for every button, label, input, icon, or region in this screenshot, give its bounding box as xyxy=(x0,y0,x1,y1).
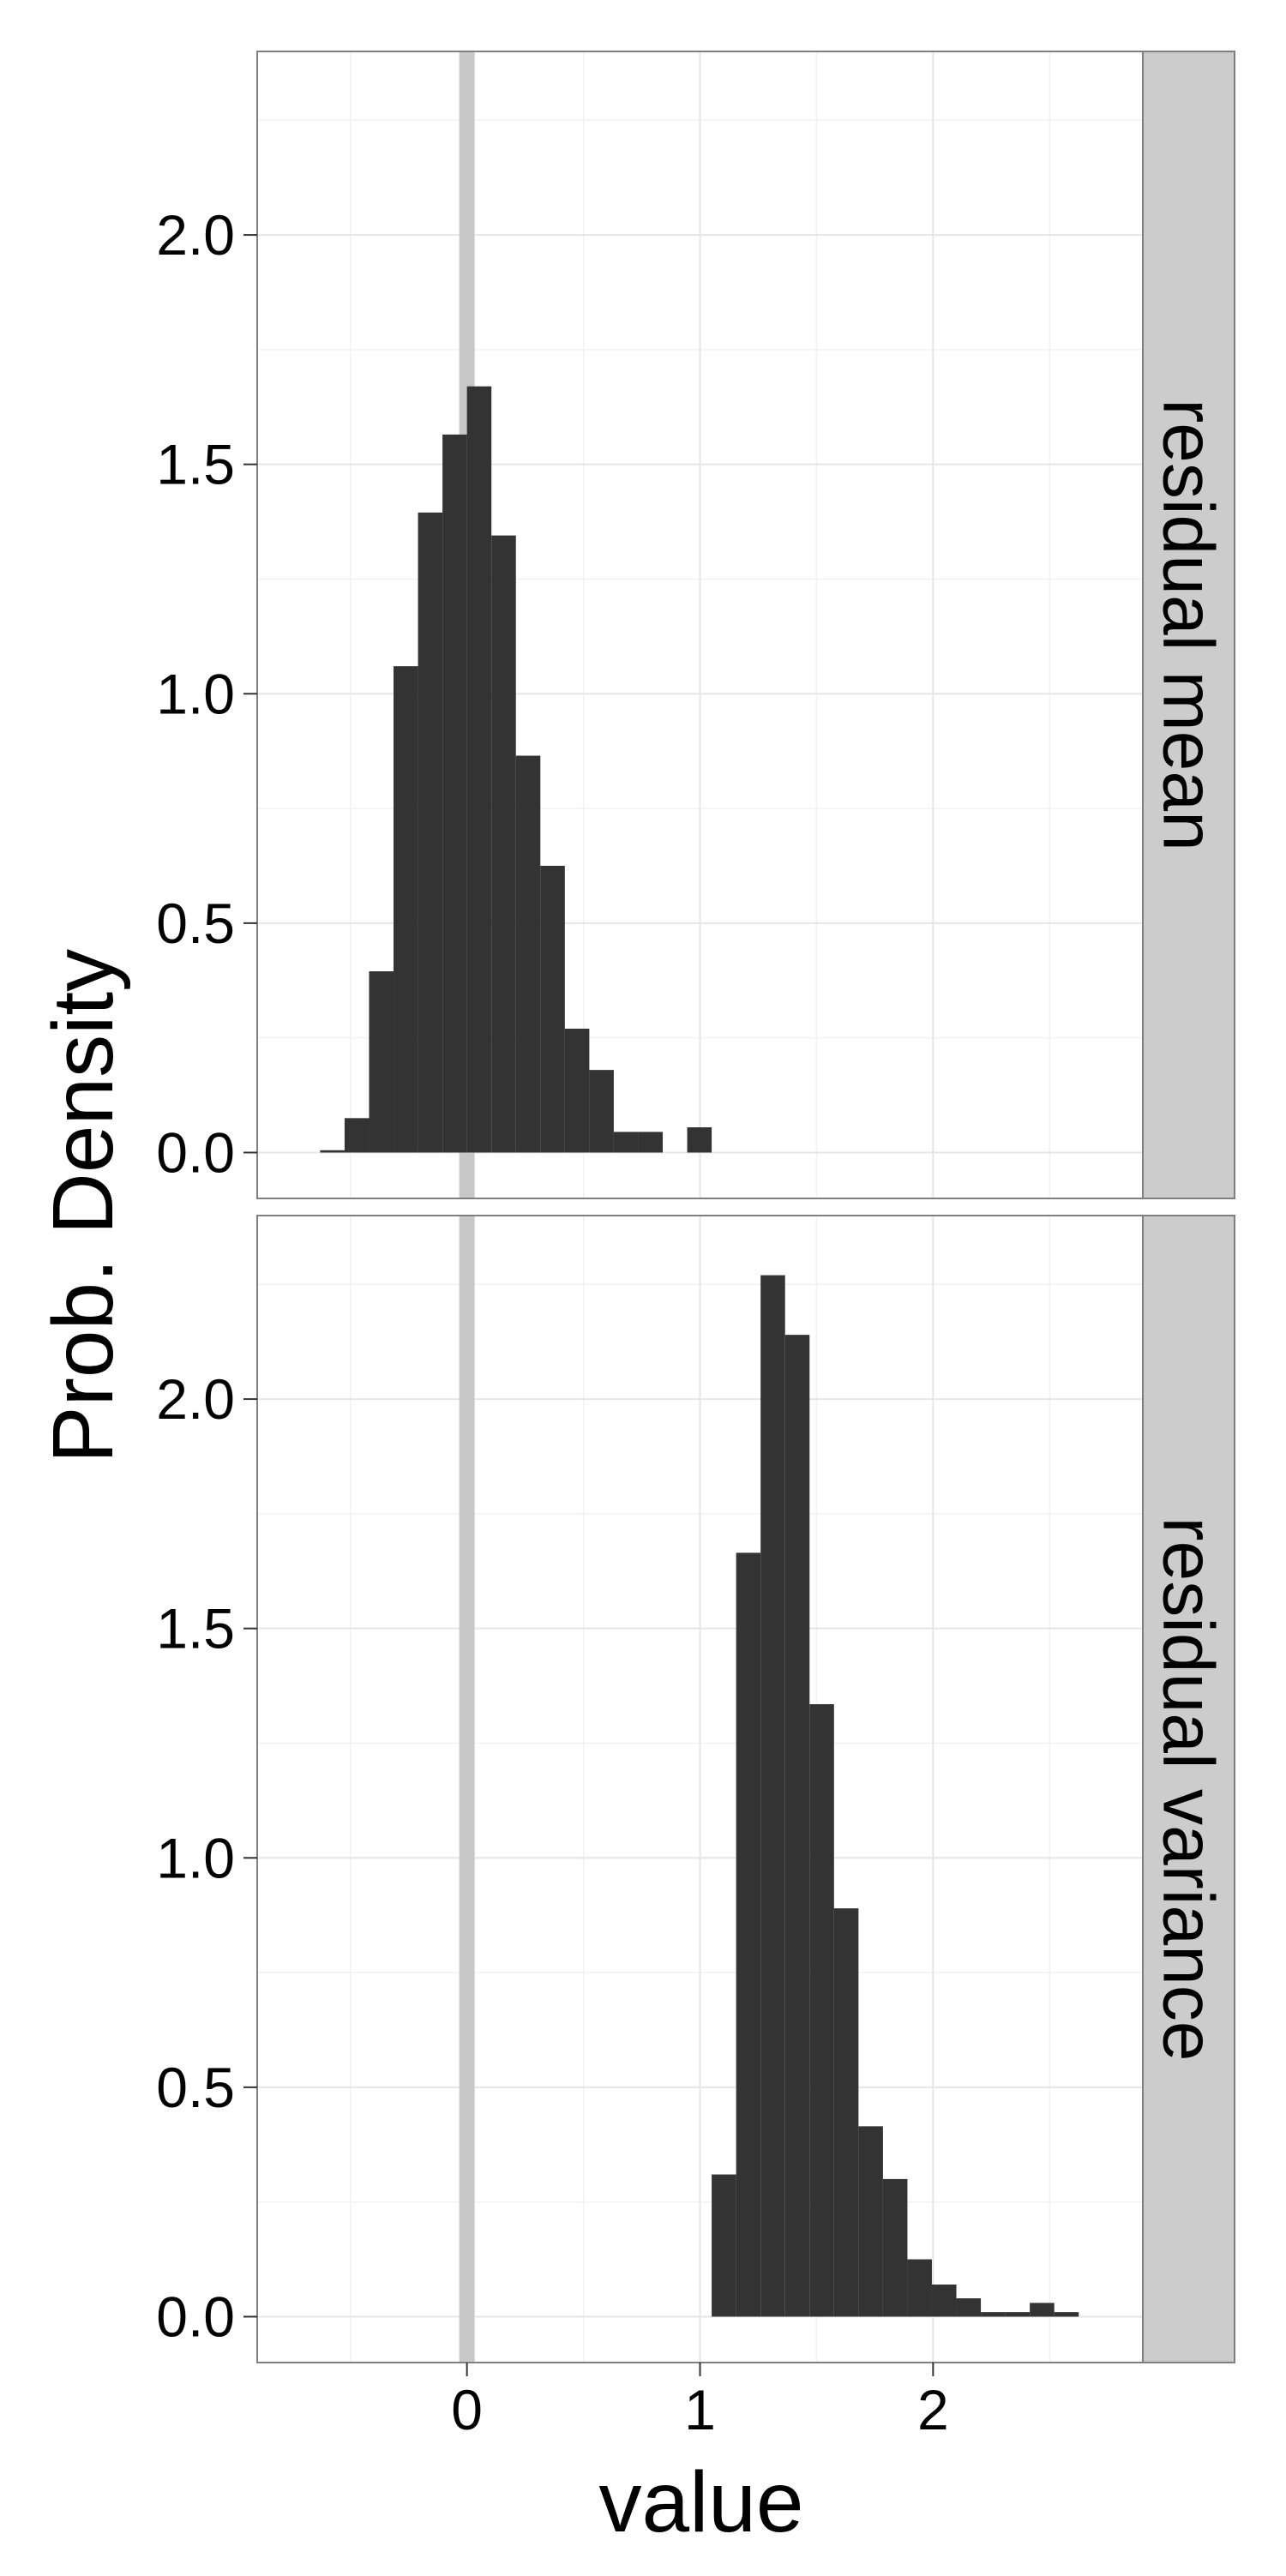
y-tick-label: 1.5 xyxy=(156,433,235,496)
x-tick-label: 1 xyxy=(684,2378,716,2441)
histogram-bar xyxy=(466,386,492,1153)
y-tick-label: 2.0 xyxy=(156,1367,235,1431)
histogram-bar xyxy=(736,1552,761,2317)
histogram-bar xyxy=(564,1028,590,1153)
x-tick-label: 0 xyxy=(451,2378,483,2441)
histogram-bar xyxy=(833,1908,859,2317)
histogram-bar xyxy=(394,666,418,1153)
histogram-bar xyxy=(442,434,467,1153)
histogram-bar xyxy=(418,512,443,1153)
y-tick-label: 0.5 xyxy=(156,2056,235,2119)
histogram-bar xyxy=(760,1275,785,2317)
histogram-bar xyxy=(784,1335,810,2317)
facet-strip xyxy=(1142,1215,1235,2363)
histogram-bar xyxy=(638,1132,664,1153)
histogram-bar xyxy=(491,535,516,1153)
histogram-bar xyxy=(369,971,394,1153)
panel-2: residual variance xyxy=(256,1215,1235,2363)
y-axis-title: Prob. Density xyxy=(35,949,131,1463)
histogram-bar xyxy=(712,2174,736,2317)
facet-strip xyxy=(1142,51,1235,1199)
histogram-bar xyxy=(1030,2303,1055,2317)
histogram-bar xyxy=(907,2259,932,2317)
facet-strip-label: residual mean xyxy=(1149,399,1229,851)
histogram-bar xyxy=(589,1070,614,1153)
y-tick-label: 0.0 xyxy=(156,2285,235,2348)
histogram-bar xyxy=(687,1127,712,1153)
histogram-bar xyxy=(1054,2312,1079,2317)
y-tick-label: 0.0 xyxy=(156,1120,235,1184)
histogram-bar xyxy=(344,1118,370,1153)
panel-1: residual mean xyxy=(256,51,1235,1199)
histogram-bar xyxy=(540,865,565,1153)
y-tick-label: 2.0 xyxy=(156,203,235,267)
facet-strip-label: residual variance xyxy=(1149,1516,1229,2061)
histogram-bar xyxy=(1005,2312,1031,2317)
histogram-bar xyxy=(882,2178,908,2317)
x-tick-label: 2 xyxy=(917,2378,949,2441)
y-tick-label: 1.0 xyxy=(156,1826,235,1889)
x-axis-title: value xyxy=(598,2454,803,2550)
histogram-bar xyxy=(613,1132,639,1153)
histogram-bar xyxy=(858,2126,883,2317)
histogram-bar xyxy=(931,2285,957,2317)
histogram-bar xyxy=(515,755,541,1153)
histogram-bar xyxy=(956,2298,982,2317)
panels-layer: residual mean residual variance xyxy=(256,51,1235,2363)
histogram-bar xyxy=(809,1703,834,2317)
histogram-bar xyxy=(981,2312,1006,2317)
axes-layer: 0.0 0.5 1.0 1.5 2.0 0.0 0.5 1.0 1.5 2.0 0 1 2 xyxy=(156,203,948,2441)
y-tick-label: 0.5 xyxy=(156,892,235,955)
y-tick-label: 1.5 xyxy=(156,1597,235,1660)
y-tick-label: 1.0 xyxy=(156,662,235,725)
histogram-bar xyxy=(320,1150,345,1153)
